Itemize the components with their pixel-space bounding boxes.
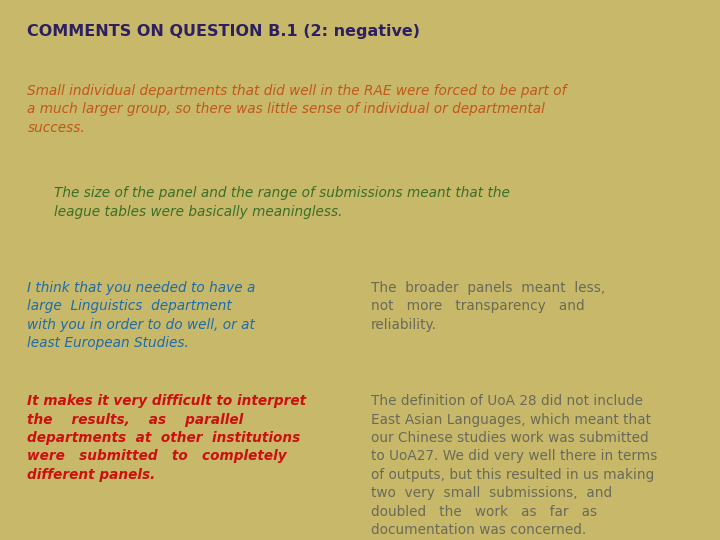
Text: Small individual departments that did well in the RAE were forced to be part of
: Small individual departments that did we… (27, 84, 567, 134)
Text: The size of the panel and the range of submissions meant that the
league tables : The size of the panel and the range of s… (54, 186, 510, 219)
Text: The definition of UoA 28 did not include
East Asian Languages, which meant that
: The definition of UoA 28 did not include… (371, 394, 657, 537)
Text: It makes it very difficult to interpret
the    results,    as    parallel
depart: It makes it very difficult to interpret … (27, 394, 307, 482)
Text: I think that you needed to have a
large  Linguistics  department
with you in ord: I think that you needed to have a large … (27, 281, 256, 350)
Text: The  broader  panels  meant  less,
not   more   transparency   and
reliability.: The broader panels meant less, not more … (371, 281, 605, 332)
Text: COMMENTS ON QUESTION B.1 (2: negative): COMMENTS ON QUESTION B.1 (2: negative) (27, 24, 420, 39)
